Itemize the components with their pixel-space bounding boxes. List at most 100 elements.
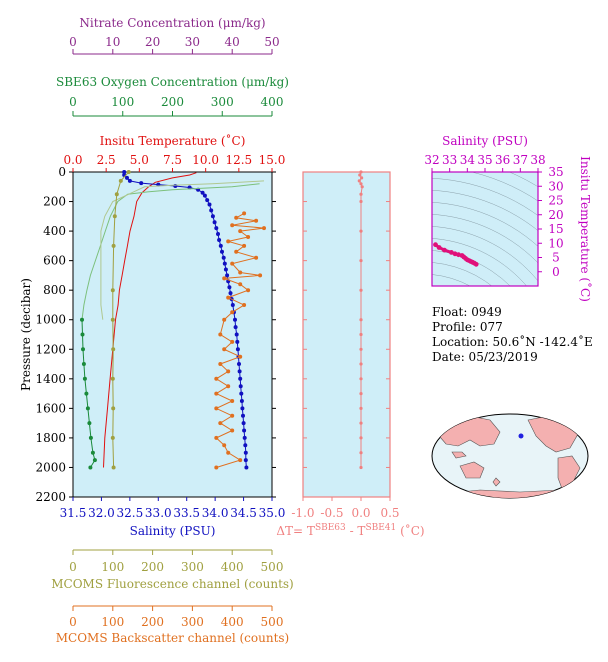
oxygen-tick-label: 300 <box>211 95 234 109</box>
float-info-block: Float: 0949 Profile: 077 Location: 50.6˚… <box>432 305 593 364</box>
fluorescence-tick-label: 400 <box>221 560 244 574</box>
series-point <box>114 192 119 197</box>
series-point <box>241 421 246 426</box>
y-tick-label: 400 <box>43 224 66 238</box>
series-point <box>237 369 242 374</box>
ts-point <box>473 261 479 267</box>
delta-label-part: - T <box>346 524 366 538</box>
nitrate-tick-label: 0 <box>69 35 77 49</box>
series-point <box>234 215 239 220</box>
series-point <box>240 406 245 411</box>
ts-x-tick-label: 36 <box>495 153 510 167</box>
temperature-tick-label: 0.0 <box>63 153 82 167</box>
nitrate-tick-label: 30 <box>185 35 200 49</box>
y-axis-label: Pressure (decibar) <box>19 278 33 391</box>
delta-tick-label: -0.5 <box>320 506 343 520</box>
series-point <box>110 317 115 322</box>
series-point <box>242 243 247 248</box>
ts-point <box>449 250 454 255</box>
series-point <box>239 391 244 396</box>
delta-point <box>359 192 363 196</box>
y-tick-label: 1400 <box>35 372 66 386</box>
backscatter-tick-label: 300 <box>181 615 204 629</box>
series-point <box>218 362 223 366</box>
series-point <box>262 226 266 231</box>
backscatter-tick-label: 400 <box>221 615 244 629</box>
plot-background <box>73 172 272 497</box>
series-point <box>202 193 207 198</box>
series-point <box>238 282 243 287</box>
series-line <box>100 180 265 320</box>
series-point <box>235 347 240 352</box>
series-point <box>243 458 248 463</box>
ts-y-axis-title: Insitu Temperature (˚C) <box>578 156 593 302</box>
salinity-axis-title: Salinity (PSU) <box>130 524 216 538</box>
series-point <box>90 450 95 455</box>
salinity-tick-label: 35.0 <box>259 506 286 520</box>
series-point <box>216 232 220 236</box>
series-point <box>127 178 132 183</box>
landmass-new-zealand <box>492 477 501 487</box>
delta-point <box>359 318 363 322</box>
series-point <box>111 406 116 411</box>
ts-x-tick-label: 34 <box>460 153 476 167</box>
series-point <box>230 399 235 403</box>
series-point <box>246 288 251 293</box>
backscatter-tick-label: 0 <box>69 615 77 629</box>
series-point <box>88 465 93 470</box>
salinity-tick-label: 31.5 <box>60 506 87 520</box>
delta-point <box>359 465 363 470</box>
delta-point <box>360 185 364 189</box>
fluorescence-tick-label: 0 <box>69 560 77 574</box>
ts-x-tick-label: 37 <box>513 153 528 167</box>
series-point <box>222 317 227 322</box>
series-point <box>212 220 217 225</box>
delta-tick-label: 0.5 <box>380 506 399 520</box>
series-line <box>103 172 197 468</box>
delta-point <box>359 362 363 366</box>
ts-x-tick-label: 32 <box>424 153 439 167</box>
y-tick-label: 1200 <box>35 342 66 356</box>
series-point <box>243 443 248 448</box>
series-point <box>233 325 238 330</box>
delta-point <box>359 229 363 233</box>
series-point <box>80 332 85 337</box>
series-point <box>111 347 116 352</box>
series-line <box>81 183 260 320</box>
series-point <box>222 347 227 352</box>
temperature-tick-label: 15.0 <box>259 153 286 167</box>
series-point <box>254 255 259 260</box>
series-point <box>214 406 219 411</box>
series-point <box>210 214 215 219</box>
temperature-tick-label: 7.5 <box>163 153 182 167</box>
series-point <box>230 303 235 307</box>
ts-x-tick-label: 38 <box>530 153 545 167</box>
delta-label-sup: SBE41 <box>365 523 396 533</box>
y-tick-label: 2200 <box>35 490 66 504</box>
ts-y-tick-label: 25 <box>548 194 563 208</box>
temperature-axis-title: Insitu Temperature (˚C) <box>100 133 246 148</box>
series-point <box>173 184 178 188</box>
series-line <box>112 171 130 468</box>
series-point <box>230 261 235 266</box>
delta-point <box>359 199 363 204</box>
series-point <box>258 273 263 278</box>
series-point <box>230 428 235 433</box>
series-point <box>238 229 243 234</box>
series-point <box>237 362 241 366</box>
nitrate-tick-label: 20 <box>145 35 160 49</box>
oxygen-tick-label: 0 <box>69 95 77 109</box>
series-point <box>242 428 247 433</box>
series-point <box>207 202 212 207</box>
series-point <box>81 347 85 352</box>
delta-point <box>359 451 363 455</box>
series-point <box>241 413 245 418</box>
series-point <box>238 384 243 389</box>
series-point <box>230 223 235 228</box>
delta-point <box>359 406 363 410</box>
main-profile-panel: 0200400600800100012001400160018002000220… <box>19 16 294 645</box>
ts-x-axis-title: Salinity (PSU) <box>442 134 528 148</box>
ts-y-tick-label: 0 <box>552 265 560 279</box>
delta-label-part: (˚C) <box>396 523 424 538</box>
